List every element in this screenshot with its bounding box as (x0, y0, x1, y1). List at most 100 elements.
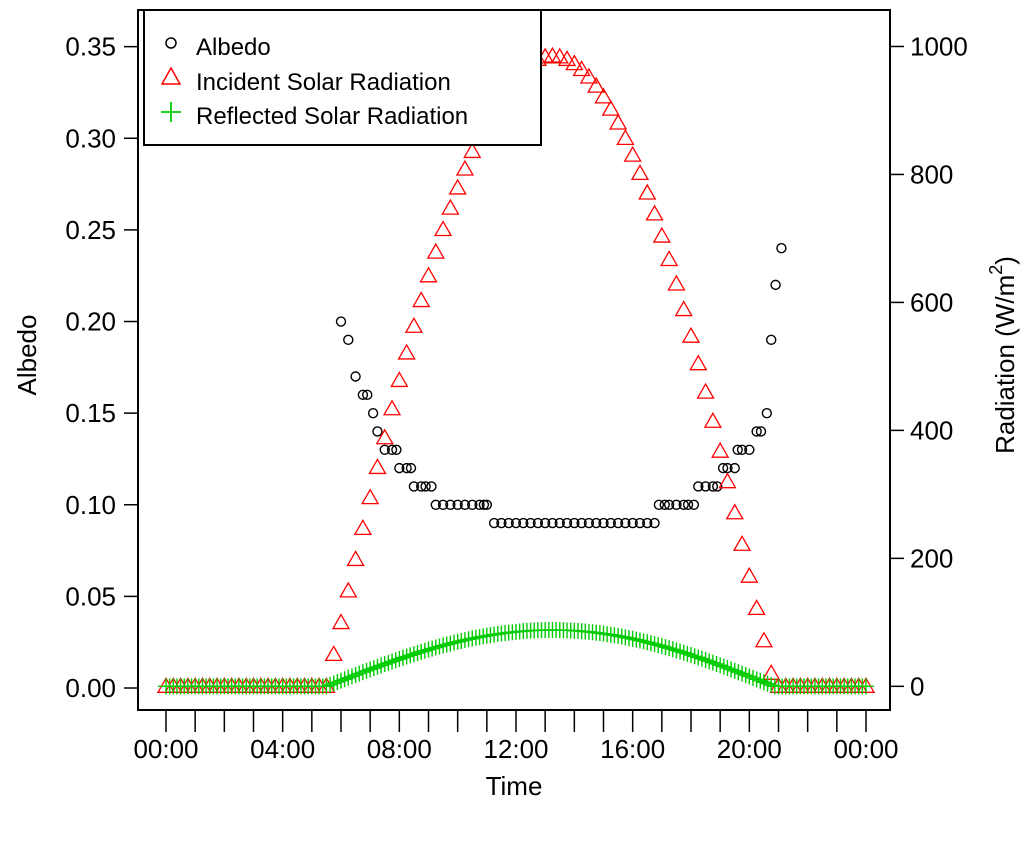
x-tick-label: 00:00 (133, 734, 198, 764)
incident-radiation-point (718, 472, 737, 489)
reflected-radiation-point (858, 678, 874, 695)
reflected-radiation-point (748, 671, 765, 688)
reflected-radiation-point (672, 643, 689, 660)
albedo-point (372, 426, 383, 437)
incident-radiation-point (696, 382, 715, 399)
chart-axes: 00:00 04:00 08:00 12:00 16:00 20:00 00:00 0.00 0… (65, 31, 967, 764)
albedo-point (712, 481, 723, 492)
albedo-point (732, 444, 743, 455)
y-tick-label: 0.05 (65, 581, 116, 611)
albedo-point (776, 243, 787, 254)
x-axis-title: Time (486, 771, 543, 801)
reflected-radiation-point (628, 631, 645, 648)
incident-radiation-point (667, 274, 686, 291)
y-tick-label: 0.00 (65, 673, 116, 703)
albedo-point (693, 481, 704, 492)
reflected-radiation-point (387, 652, 404, 669)
incident-radiation-point (660, 250, 679, 267)
reflected-radiation-point (763, 677, 780, 694)
y-axis-title: Albedo (12, 315, 42, 396)
reflected-radiation-point (380, 654, 397, 671)
reflected-radiation-point (333, 672, 349, 689)
albedo-point (770, 279, 781, 291)
albedo-point (682, 499, 694, 510)
albedo-point (700, 481, 711, 492)
reflected-radiation-point (752, 672, 769, 689)
incident-radiation-point (608, 113, 628, 130)
albedo-point (612, 517, 624, 529)
reflected-radiation-point (661, 640, 678, 657)
x-tick-label: 04:00 (250, 734, 315, 764)
y2-tick-label: 1000 (910, 31, 968, 61)
incident-radiation-point (412, 291, 431, 308)
incident-radiation-point (390, 371, 409, 388)
reflected-radiation-point (664, 641, 681, 658)
reflected-radiation-point (402, 647, 419, 664)
reflected-radiation-point (322, 676, 339, 693)
series-circle (335, 243, 787, 529)
reflected-radiation-point (409, 644, 426, 661)
albedo-point (642, 517, 653, 529)
y-tick-label: 0.25 (65, 215, 116, 245)
albedo-point (467, 499, 478, 510)
reflected-radiation-point (438, 636, 455, 653)
y2-axis-title-main: Radiation (W/m (990, 275, 1020, 454)
reflected-radiation-point (416, 642, 433, 659)
reflected-radiation-point (639, 634, 656, 651)
reflected-radiation-point (712, 657, 729, 674)
albedo-point (391, 444, 402, 455)
reflected-radiation-point (391, 650, 408, 667)
albedo-point (343, 334, 354, 346)
albedo-point (367, 407, 379, 419)
y-tick-label: 0.15 (65, 398, 116, 428)
y2-tick-label: 200 (910, 543, 953, 573)
albedo-point (488, 517, 500, 529)
reflected-radiation-point (365, 660, 382, 677)
reflected-radiation-point (354, 664, 371, 681)
reflected-radiation-point (657, 639, 674, 656)
reflected-radiation-point (650, 637, 667, 654)
incident-radiation-point (455, 159, 475, 176)
incident-radiation-point (331, 613, 351, 630)
albedo-point (532, 517, 544, 529)
reflected-radiation-point (394, 649, 411, 666)
albedo-point (653, 499, 665, 510)
albedo-point (394, 462, 405, 474)
reflected-radiation-point (456, 632, 473, 649)
albedo-point (408, 481, 420, 492)
albedo-point (478, 499, 490, 510)
incident-radiation-point (681, 326, 701, 343)
reflected-radiation-point (435, 637, 452, 654)
reflected-radiation-point (362, 661, 379, 678)
incident-radiation-point (543, 46, 562, 63)
incident-radiation-point (361, 488, 380, 505)
albedo-point (649, 517, 660, 529)
incident-radiation-point (572, 60, 591, 77)
series-plus (158, 622, 874, 695)
albedo-point (583, 517, 595, 529)
albedo-point (751, 426, 762, 437)
reflected-radiation-point (351, 665, 368, 682)
albedo-point (445, 499, 456, 510)
reflected-radiation-point (631, 632, 648, 649)
albedo-point (335, 316, 347, 327)
reflected-radiation-point (635, 633, 652, 650)
albedo-point (386, 444, 398, 455)
albedo-point (518, 517, 529, 529)
albedo-point (707, 481, 719, 492)
reflected-radiation-point (467, 629, 484, 646)
reflected-radiation-point (427, 639, 444, 656)
reflected-radiation-point (369, 658, 386, 675)
reflected-radiation-point (613, 628, 630, 645)
albedo-point (554, 517, 565, 529)
legend-label-albedo: Albedo (196, 34, 271, 61)
reflected-radiation-point (398, 648, 415, 665)
incident-radiation-point (448, 178, 467, 195)
incident-radiation-point (645, 204, 664, 221)
reflected-radiation-point (617, 629, 634, 646)
incident-radiation-point (594, 87, 613, 104)
albedo-point (576, 517, 587, 529)
y2-axis-title-sup: 2 (986, 265, 1006, 275)
incident-radiation-point (725, 503, 744, 520)
